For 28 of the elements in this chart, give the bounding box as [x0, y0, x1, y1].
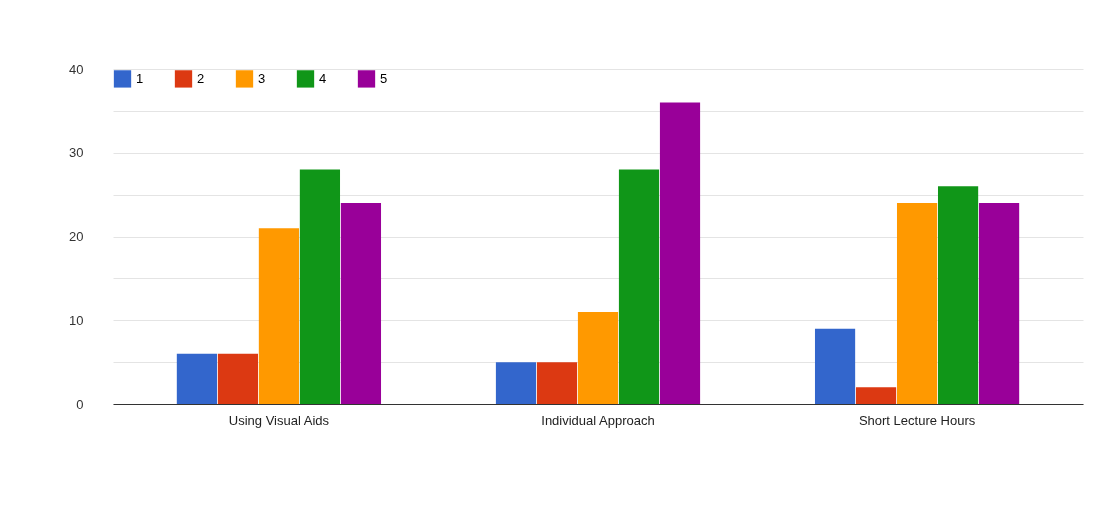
- bar: [258, 228, 300, 404]
- legend-label: 5: [380, 70, 388, 86]
- bar: [340, 203, 382, 404]
- bar: [618, 169, 660, 404]
- bar: [659, 102, 701, 404]
- bar: [979, 203, 1020, 404]
- legend-label: 3: [258, 70, 266, 86]
- bar: [814, 328, 856, 404]
- bar: [299, 169, 341, 404]
- bar: [937, 186, 979, 404]
- y-tick-label: 30: [69, 145, 84, 161]
- bar: [176, 353, 217, 404]
- legend-label: 2: [197, 70, 205, 86]
- bar: [217, 353, 259, 404]
- bar: [896, 203, 938, 404]
- legend-label: 4: [319, 70, 327, 86]
- y-tick-label: 40: [69, 61, 84, 77]
- y-tick-label: 0: [76, 396, 84, 412]
- x-tick-label: Short Lecture Hours: [858, 412, 976, 428]
- bar: [577, 311, 619, 404]
- y-tick-label: 20: [69, 229, 84, 244]
- y-tick-label: 10: [69, 312, 84, 328]
- bar: [495, 362, 537, 404]
- legend-label: 1: [136, 70, 144, 86]
- bar: [536, 362, 578, 404]
- bar: [855, 387, 897, 404]
- x-tick-label: Using Visual Aids: [228, 412, 330, 428]
- x-tick-label: Individual Approach: [541, 412, 655, 428]
